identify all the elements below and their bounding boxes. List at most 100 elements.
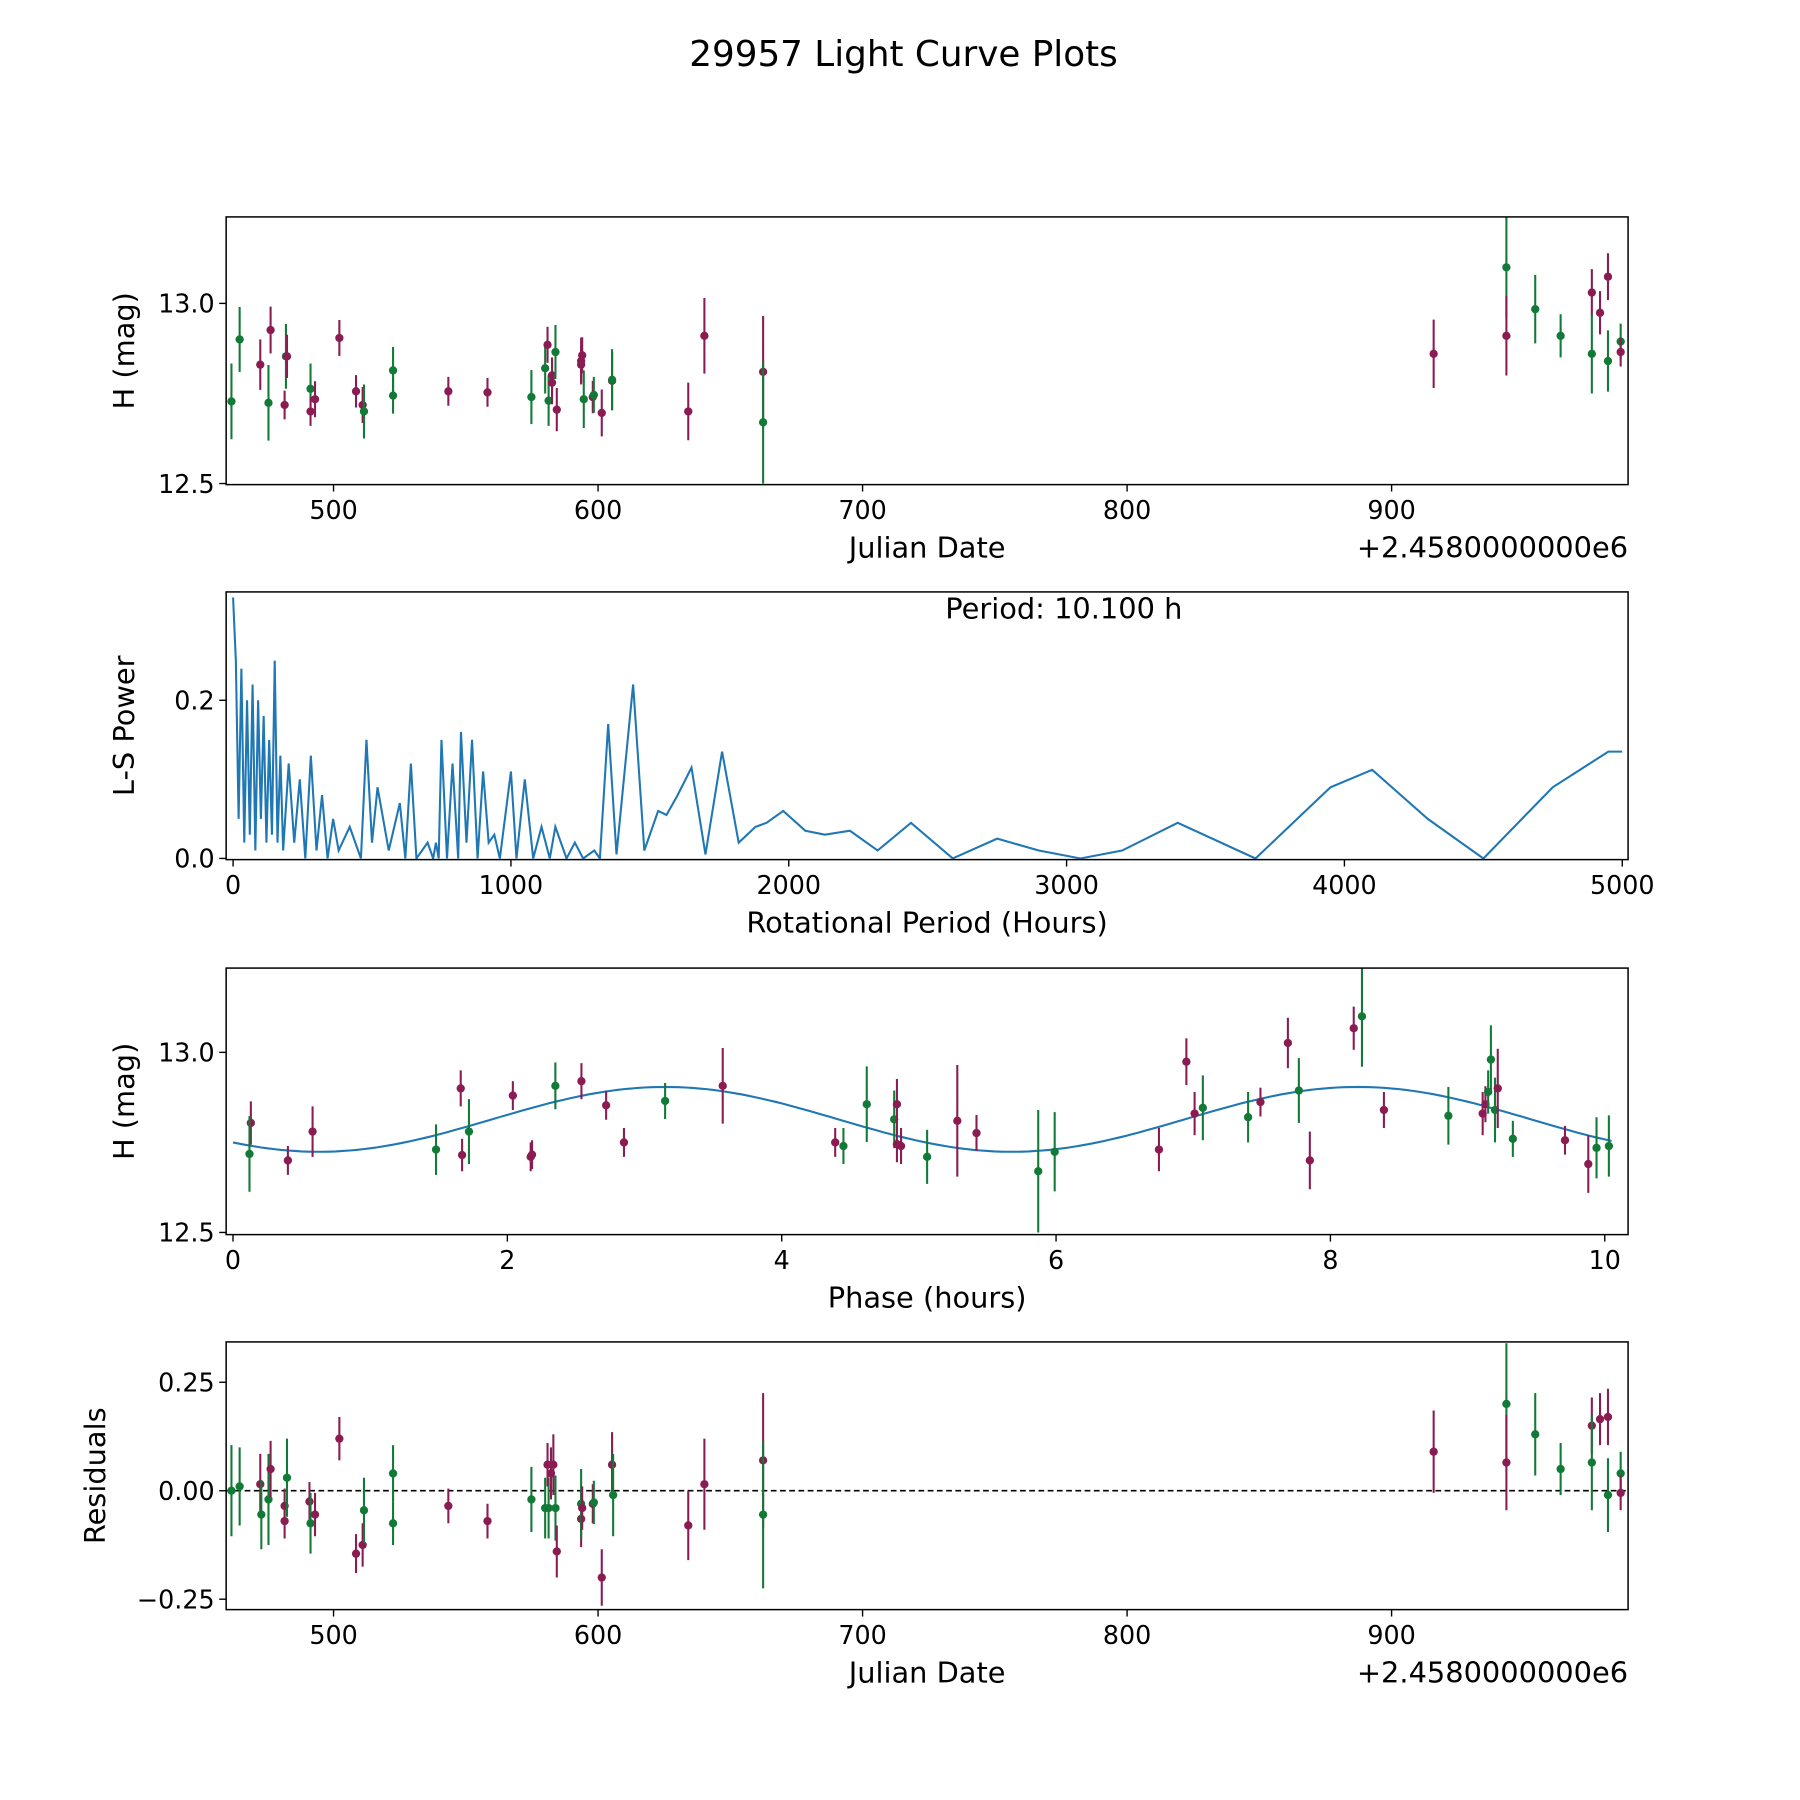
y-axis-label: H (mag) xyxy=(107,1043,141,1160)
x-tick-label: 2000 xyxy=(756,870,821,900)
data-marker xyxy=(1603,1412,1613,1422)
data-marker xyxy=(235,1482,244,1491)
x-offset-label: +2.4580000000e6 xyxy=(1357,1655,1628,1689)
data-point-13 xyxy=(351,1534,361,1574)
data-marker xyxy=(388,1469,398,1478)
data-point-12 xyxy=(335,1416,344,1461)
data-point-8 xyxy=(508,1081,518,1110)
data-point-33 xyxy=(1243,1091,1253,1143)
data-point-45 xyxy=(1486,1025,1496,1094)
data-marker xyxy=(578,351,587,360)
data-point-25 xyxy=(953,1064,962,1177)
data-marker xyxy=(551,1081,560,1091)
data-point-25 xyxy=(549,1434,558,1496)
data-marker xyxy=(1531,1430,1540,1439)
data-point-24 xyxy=(547,361,557,405)
data-marker xyxy=(235,335,244,344)
data-point-17 xyxy=(388,1501,398,1545)
data-marker xyxy=(388,366,398,375)
data-point-9 xyxy=(306,397,315,426)
data-point-37 xyxy=(700,297,709,374)
x-tick-label: 5000 xyxy=(1590,870,1655,900)
data-point-30 xyxy=(1182,1038,1191,1086)
data-marker xyxy=(359,1506,369,1515)
y-tick-label: 0.25 xyxy=(158,1368,215,1398)
axes-frame xyxy=(225,216,1629,486)
data-point-1 xyxy=(245,1116,254,1192)
data-marker xyxy=(508,1091,518,1100)
data-point-15 xyxy=(359,1477,369,1543)
data-marker xyxy=(700,331,709,340)
data-point-2 xyxy=(283,1146,293,1175)
x-tick-label: 700 xyxy=(838,1620,886,1650)
data-point-51 xyxy=(1616,337,1625,367)
data-marker xyxy=(589,390,598,400)
data-marker xyxy=(305,1497,314,1506)
data-point-13 xyxy=(601,1090,611,1120)
plot-area xyxy=(226,1343,1629,1606)
data-point-19 xyxy=(527,370,536,425)
data-point-19 xyxy=(862,1066,871,1143)
data-point-35 xyxy=(608,1453,618,1537)
model-curve xyxy=(232,1085,1612,1153)
data-marker xyxy=(1603,272,1613,281)
data-point-35 xyxy=(1294,1058,1304,1123)
data-point-5 xyxy=(266,1440,275,1498)
data-point-22 xyxy=(544,1477,553,1539)
data-marker xyxy=(1294,1086,1304,1095)
data-marker xyxy=(351,387,361,396)
data-point-6 xyxy=(457,1138,467,1172)
panel-lightcurve: 500 600 700 800 900 12.5 13.0 Julian Date H (mag… xyxy=(107,216,1629,564)
panel-periodogram: 0 1000 2000 3000 4000 5000 0.0 0.2 Rotational Pe… xyxy=(107,591,1655,939)
data-point-51 xyxy=(1616,1475,1625,1511)
data-marker xyxy=(483,1516,492,1526)
x-tick-label: 10 xyxy=(1589,1245,1621,1275)
data-marker xyxy=(597,1573,606,1582)
data-marker xyxy=(1349,1024,1358,1033)
plot-area xyxy=(227,216,1625,484)
data-marker xyxy=(1592,1143,1601,1152)
data-point-26 xyxy=(551,1475,560,1541)
data-marker xyxy=(1616,1469,1625,1478)
data-point-10 xyxy=(306,1492,315,1554)
data-point-5 xyxy=(280,390,289,420)
data-marker xyxy=(1198,1103,1207,1112)
data-point-23 xyxy=(896,1127,906,1165)
data-marker xyxy=(922,1152,932,1161)
data-marker xyxy=(1604,1141,1614,1151)
data-point-3 xyxy=(264,365,273,441)
data-marker xyxy=(660,1096,670,1106)
data-marker xyxy=(839,1141,848,1151)
data-point-15 xyxy=(660,1082,670,1119)
data-marker xyxy=(1050,1147,1059,1156)
data-point-38 xyxy=(1349,1006,1358,1050)
x-tick-label: 4000 xyxy=(1312,870,1377,900)
y-axis-label: Residuals xyxy=(78,1407,112,1544)
data-point-10 xyxy=(527,1140,537,1170)
data-marker xyxy=(256,360,265,369)
x-tick-label: 800 xyxy=(1103,1620,1151,1650)
data-point-40 xyxy=(1429,319,1438,389)
data-marker xyxy=(444,387,453,396)
data-marker xyxy=(335,333,344,343)
data-marker xyxy=(256,1480,265,1489)
data-marker xyxy=(972,1128,981,1138)
data-point-1 xyxy=(235,1447,244,1526)
data-point-29 xyxy=(1154,1127,1164,1172)
data-marker xyxy=(1502,1458,1511,1467)
data-marker xyxy=(579,395,588,404)
data-marker xyxy=(1556,331,1565,340)
data-point-19 xyxy=(483,1503,492,1539)
data-point-16 xyxy=(388,377,398,414)
data-point-42 xyxy=(1502,296,1511,376)
data-marker xyxy=(700,1480,709,1489)
plot-area xyxy=(232,597,1623,860)
data-point-24 xyxy=(922,1129,932,1184)
data-marker xyxy=(282,352,292,361)
data-marker xyxy=(264,398,273,407)
data-marker xyxy=(1560,1136,1570,1145)
data-point-37 xyxy=(700,1438,709,1530)
data-marker xyxy=(892,1100,902,1109)
x-tick-label: 0 xyxy=(225,870,241,900)
